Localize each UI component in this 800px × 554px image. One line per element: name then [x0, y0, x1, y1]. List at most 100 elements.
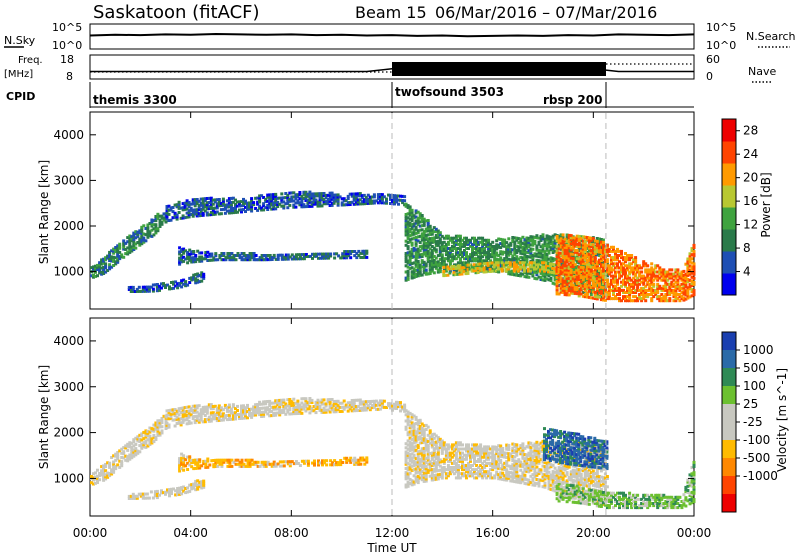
- data-cell: [432, 259, 436, 262]
- data-cell: [428, 267, 432, 271]
- data-cell: [262, 196, 266, 199]
- data-cell: [96, 481, 99, 484]
- data-cell: [466, 271, 470, 275]
- data-cell: [636, 276, 640, 280]
- data-cell: [626, 268, 629, 272]
- data-cell: [577, 294, 581, 298]
- data-cell: [288, 400, 292, 404]
- data-cell: [158, 425, 162, 429]
- data-cell: [638, 288, 642, 292]
- data-cell: [624, 264, 627, 268]
- data-cell: [404, 243, 408, 247]
- data-cell: [527, 271, 531, 275]
- data-cell: [571, 285, 575, 289]
- data-cell: [229, 409, 233, 413]
- data-cell: [290, 460, 294, 464]
- data-cell: [179, 206, 183, 210]
- data-cell: [227, 203, 231, 207]
- data-cell: [599, 281, 603, 285]
- data-cell: [92, 482, 95, 486]
- data-cell: [624, 295, 627, 299]
- data-cell: [618, 276, 621, 280]
- data-cell: [154, 215, 158, 218]
- data-cell: [452, 244, 456, 248]
- data-cell: [593, 292, 597, 296]
- data-cell: [555, 292, 559, 296]
- data-cell: [467, 265, 470, 269]
- data-cell: [563, 268, 567, 272]
- data-cell: [428, 239, 432, 243]
- data-cell: [450, 255, 454, 259]
- data-cell: [286, 193, 290, 197]
- data-cell: [98, 271, 102, 275]
- data-cell: [626, 258, 629, 262]
- data-cell: [640, 291, 644, 294]
- data-cell: [266, 460, 270, 464]
- data-cell: [465, 265, 468, 269]
- data-cell: [589, 277, 593, 281]
- data-cell: [597, 288, 601, 292]
- data-cell: [252, 254, 256, 257]
- data-cell: [360, 400, 364, 404]
- data-cell: [169, 417, 173, 420]
- data-cell: [158, 423, 162, 427]
- data-cell: [215, 419, 219, 423]
- data-cell: [197, 414, 201, 418]
- data-cell: [428, 243, 432, 247]
- data-cell: [148, 230, 152, 234]
- data-cell: [448, 255, 452, 259]
- data-cell: [527, 243, 531, 246]
- data-cell: [690, 271, 694, 275]
- data-cell: [146, 229, 150, 233]
- data-cell: [258, 200, 262, 204]
- data-cell: [234, 411, 237, 415]
- data-cell: [422, 244, 426, 248]
- data-cell: [195, 200, 199, 203]
- data-cell: [682, 282, 686, 286]
- data-cell: [609, 260, 613, 264]
- data-cell: [213, 198, 217, 202]
- data-cell: [376, 197, 380, 201]
- data-cell: [436, 260, 440, 264]
- data-cell: [632, 295, 636, 299]
- data-cell: [122, 241, 126, 245]
- data-cell: [505, 255, 509, 259]
- data-cell: [127, 286, 131, 289]
- data-cell: [581, 257, 585, 261]
- data-cell: [531, 274, 535, 278]
- data-cell: [426, 221, 430, 225]
- data-cell: [601, 247, 605, 251]
- data-cell: [193, 200, 197, 204]
- data-cell: [472, 263, 476, 267]
- data-cell: [296, 199, 300, 203]
- data-cell: [130, 235, 134, 239]
- data-cell: [197, 208, 201, 211]
- data-cell: [262, 258, 266, 262]
- data-cell: [642, 297, 646, 301]
- data-cell: [274, 407, 278, 411]
- data-cell: [422, 232, 426, 236]
- data-cell: [650, 278, 654, 282]
- data-cell: [591, 251, 595, 255]
- data-cell: [477, 240, 481, 244]
- data-cell: [389, 197, 392, 201]
- data-cell: [589, 261, 593, 265]
- data-cell: [528, 265, 532, 269]
- data-cell: [432, 238, 436, 242]
- data-cell: [321, 254, 324, 258]
- data-cell: [194, 479, 198, 483]
- data-cell: [638, 264, 642, 268]
- data-cell: [130, 452, 134, 456]
- data-cell: [422, 221, 426, 225]
- data-cell: [666, 278, 670, 282]
- colorbar-tick-label: 12: [743, 218, 758, 232]
- data-cell: [246, 207, 249, 211]
- data-cell: [212, 465, 216, 469]
- data-cell: [465, 247, 468, 250]
- data-cell: [466, 263, 470, 267]
- data-cell: [256, 409, 260, 413]
- data-cell: [248, 460, 252, 464]
- data-cell: [616, 266, 619, 270]
- data-cell: [450, 257, 454, 261]
- data-cell: [116, 258, 120, 262]
